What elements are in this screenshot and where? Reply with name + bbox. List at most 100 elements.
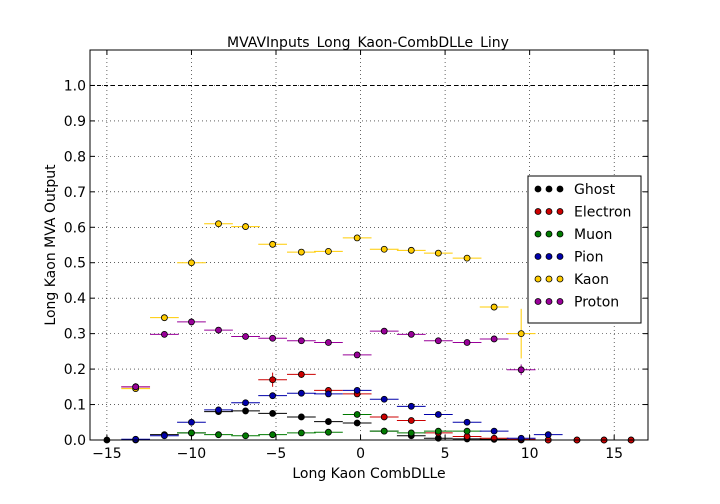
data-point: [325, 418, 332, 425]
legend-marker: [556, 185, 564, 193]
data-point: [132, 383, 140, 391]
data-point: [490, 427, 498, 435]
y-tick-label: 0.4: [64, 291, 86, 307]
y-tick-label: 0.5: [64, 256, 86, 272]
data-point: [242, 399, 249, 407]
y-tick-label: 0.3: [64, 327, 86, 343]
data-point: [269, 334, 277, 342]
legend-marker: [534, 230, 542, 238]
data-point: [297, 248, 305, 256]
data-point: [380, 427, 388, 435]
data-point: [215, 326, 222, 334]
data-point: [215, 431, 222, 439]
data-point: [242, 407, 249, 415]
legend-marker: [545, 275, 553, 283]
legend-marker: [556, 275, 564, 283]
series-kaon: [121, 220, 536, 392]
x-tick-label: 0: [356, 446, 365, 462]
data-point: [160, 432, 168, 440]
data-point: [407, 246, 415, 254]
data-point: [215, 406, 222, 414]
data-point: [188, 318, 195, 326]
legend: Ghost Electron Muon Pion Kaon Proton: [527, 175, 642, 324]
data-point: [407, 330, 415, 338]
data-point: [490, 303, 498, 311]
data-point: [242, 432, 249, 440]
legend-marker: [534, 185, 542, 193]
x-tick-label: −15: [92, 446, 122, 462]
y-tick-label: 0.1: [64, 398, 86, 414]
data-point: [269, 410, 277, 417]
legend-marker: [534, 208, 542, 215]
x-tick-label: −10: [177, 446, 207, 462]
chart-title: MVAVInputs_Long_Kaon-CombDLLe_Liny: [227, 35, 509, 51]
data-point: [297, 413, 305, 421]
data-point: [517, 330, 525, 338]
data-point: [325, 390, 332, 398]
axis-ticks: −15 −10 −5 0 5 10 15 0.0 0.1 0.2 0.3 0.4 0.5 0.6 0.7 0.…: [64, 50, 648, 462]
data-point: [463, 339, 471, 346]
legend-label: Proton: [574, 295, 619, 311]
y-tick-label: 0.7: [64, 185, 86, 201]
legend-marker: [534, 253, 542, 260]
x-axis-label: Long Kaon CombDLLe: [292, 466, 445, 482]
legend-marker: [545, 208, 553, 215]
data-point: [215, 220, 222, 228]
data-point: [188, 418, 195, 426]
series-pion: [121, 386, 563, 443]
y-tick-label: 0.2: [64, 362, 86, 378]
legend-marker: [545, 185, 553, 193]
data-point: [269, 240, 277, 248]
data-point: [325, 339, 332, 346]
data-point: [188, 259, 195, 267]
x-tick-label: −5: [266, 446, 287, 462]
legend-label: Electron: [574, 205, 631, 221]
y-tick-label: 1.0: [64, 78, 86, 94]
x-tick-label: 5: [441, 446, 450, 462]
data-point: [380, 327, 388, 335]
legend-marker: [556, 230, 564, 238]
y-tick-label: 0.6: [64, 220, 86, 236]
data-point: [463, 418, 471, 426]
plot-frame: [89, 49, 649, 441]
legend-label: Muon: [574, 227, 612, 243]
legend-label: Kaon: [574, 272, 609, 288]
data-point: [407, 429, 415, 437]
legend-marker: [556, 298, 564, 305]
data-point: [269, 392, 277, 400]
data-point: [269, 376, 277, 384]
data-point: [297, 337, 305, 345]
legend-marker: [545, 253, 553, 260]
y-tick-label: 0.0: [64, 433, 86, 449]
legend-marker: [534, 275, 542, 283]
legend-marker: [545, 298, 553, 305]
data-point: [434, 337, 442, 345]
data-point: [380, 413, 388, 421]
data-point: [434, 411, 442, 418]
data-point: [380, 245, 388, 253]
legend-marker: [534, 298, 542, 305]
data-point: [434, 427, 442, 435]
data-point: [353, 386, 361, 394]
legend-label: Pion: [574, 250, 603, 266]
data-point: [325, 247, 332, 255]
legend-marker: [556, 208, 564, 215]
legend-marker: [545, 230, 553, 238]
data-point: [490, 335, 498, 343]
y-tick-label: 0.9: [64, 114, 86, 130]
data-point: [407, 402, 415, 410]
data-point: [517, 366, 525, 374]
legend-box: [527, 175, 642, 324]
series-proton: [121, 318, 536, 391]
data-point: [160, 330, 168, 338]
data-point: [353, 419, 361, 427]
data-series: [92, 220, 646, 444]
y-axis-label: Long Kaon MVA Output: [43, 164, 59, 326]
data-point: [297, 371, 305, 378]
x-tick-label: 10: [521, 446, 539, 462]
y-tick-label: 0.8: [64, 149, 86, 165]
data-point: [325, 428, 332, 436]
x-tick-label: 15: [605, 446, 623, 462]
legend-label: Ghost: [574, 182, 616, 198]
